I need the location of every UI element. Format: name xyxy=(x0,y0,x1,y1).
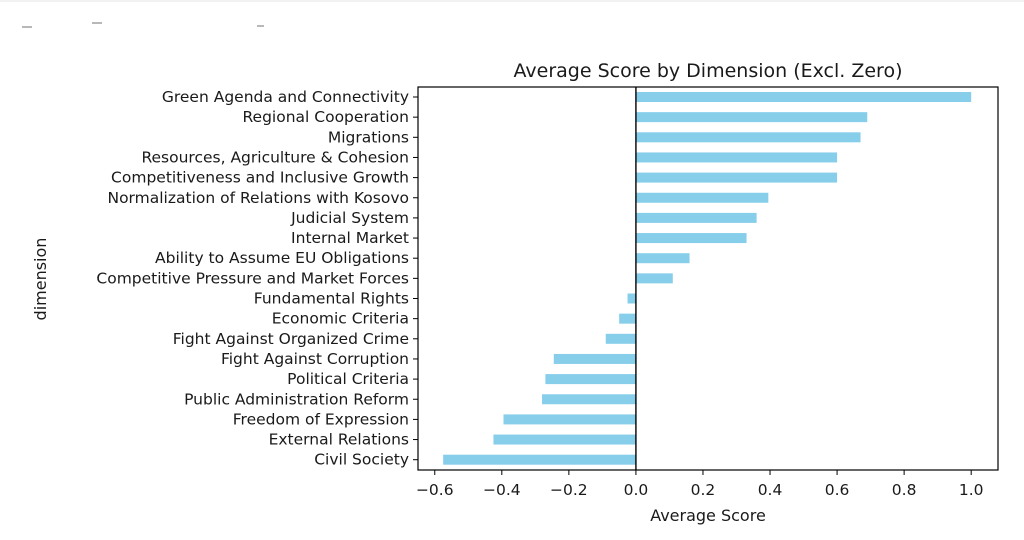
y-tick-label: Fight Against Corruption xyxy=(221,350,409,368)
bar xyxy=(635,273,673,284)
bar xyxy=(635,132,861,143)
chart-title: Average Score by Dimension (Excl. Zero) xyxy=(514,60,903,82)
y-tick-label: Civil Society xyxy=(314,451,409,469)
y-tick-label: Ability to Assume EU Obligations xyxy=(155,249,409,267)
bar xyxy=(542,394,636,405)
y-tick-label: Normalization of Relations with Kosovo xyxy=(107,189,409,207)
y-tick-label: Fundamental Rights xyxy=(254,290,409,308)
partial-header-marks xyxy=(22,22,264,28)
x-tick-label: 0.6 xyxy=(825,481,850,499)
y-tick-label: Public Administration Reform xyxy=(184,390,409,408)
y-tick-label: Competitive Pressure and Market Forces xyxy=(96,269,409,287)
y-tick-labels: Green Agenda and Connectivity Regional Co… xyxy=(96,88,418,469)
x-tick-label: 0.0 xyxy=(624,481,649,499)
y-tick-label: Judicial System xyxy=(290,209,409,227)
y-tick-label: Resources, Agriculture & Cohesion xyxy=(141,148,409,166)
y-tick-label: Green Agenda and Connectivity xyxy=(162,88,409,106)
x-tick-label: −0.2 xyxy=(550,481,588,499)
bar xyxy=(627,293,636,304)
bar xyxy=(635,112,868,123)
x-tick-label: 1.0 xyxy=(959,481,984,499)
x-tick-label: −0.4 xyxy=(483,481,521,499)
y-tick-label: Freedom of Expression xyxy=(233,410,409,428)
bar xyxy=(635,152,838,163)
x-axis-label: Average Score xyxy=(650,506,766,525)
bars-group xyxy=(443,92,972,465)
bar xyxy=(605,333,636,344)
bar xyxy=(619,313,636,324)
y-tick-label: Internal Market xyxy=(291,229,409,247)
plot-frame xyxy=(417,86,999,471)
y-tick-label: External Relations xyxy=(269,431,409,449)
y-tick-label: Migrations xyxy=(328,128,409,146)
y-tick-label: Economic Criteria xyxy=(272,310,409,328)
x-tick-label: 0.2 xyxy=(691,481,716,499)
bar xyxy=(635,233,747,244)
bar xyxy=(635,172,838,183)
y-tick-label: Competitiveness and Inclusive Growth xyxy=(111,169,409,187)
bar xyxy=(635,92,972,102)
bar xyxy=(443,454,636,465)
bar xyxy=(635,212,757,223)
y-axis-label: dimension xyxy=(31,238,50,321)
x-tick-label: 0.4 xyxy=(758,481,783,499)
bar xyxy=(553,353,636,364)
x-tick-label: 0.8 xyxy=(892,481,917,499)
bar xyxy=(503,414,636,425)
bar xyxy=(635,253,690,264)
bar xyxy=(545,374,636,385)
y-tick-label: Fight Against Organized Crime xyxy=(173,330,409,348)
x-tick-labels: −0.6 −0.4 −0.2 0.0 0.2 0.4 0.6 0.8 1.0 xyxy=(416,470,984,499)
y-tick-label: Regional Cooperation xyxy=(242,108,409,126)
bar xyxy=(493,434,636,445)
x-tick-label: −0.6 xyxy=(416,481,454,499)
bar xyxy=(635,192,769,203)
y-tick-label: Political Criteria xyxy=(287,370,409,388)
